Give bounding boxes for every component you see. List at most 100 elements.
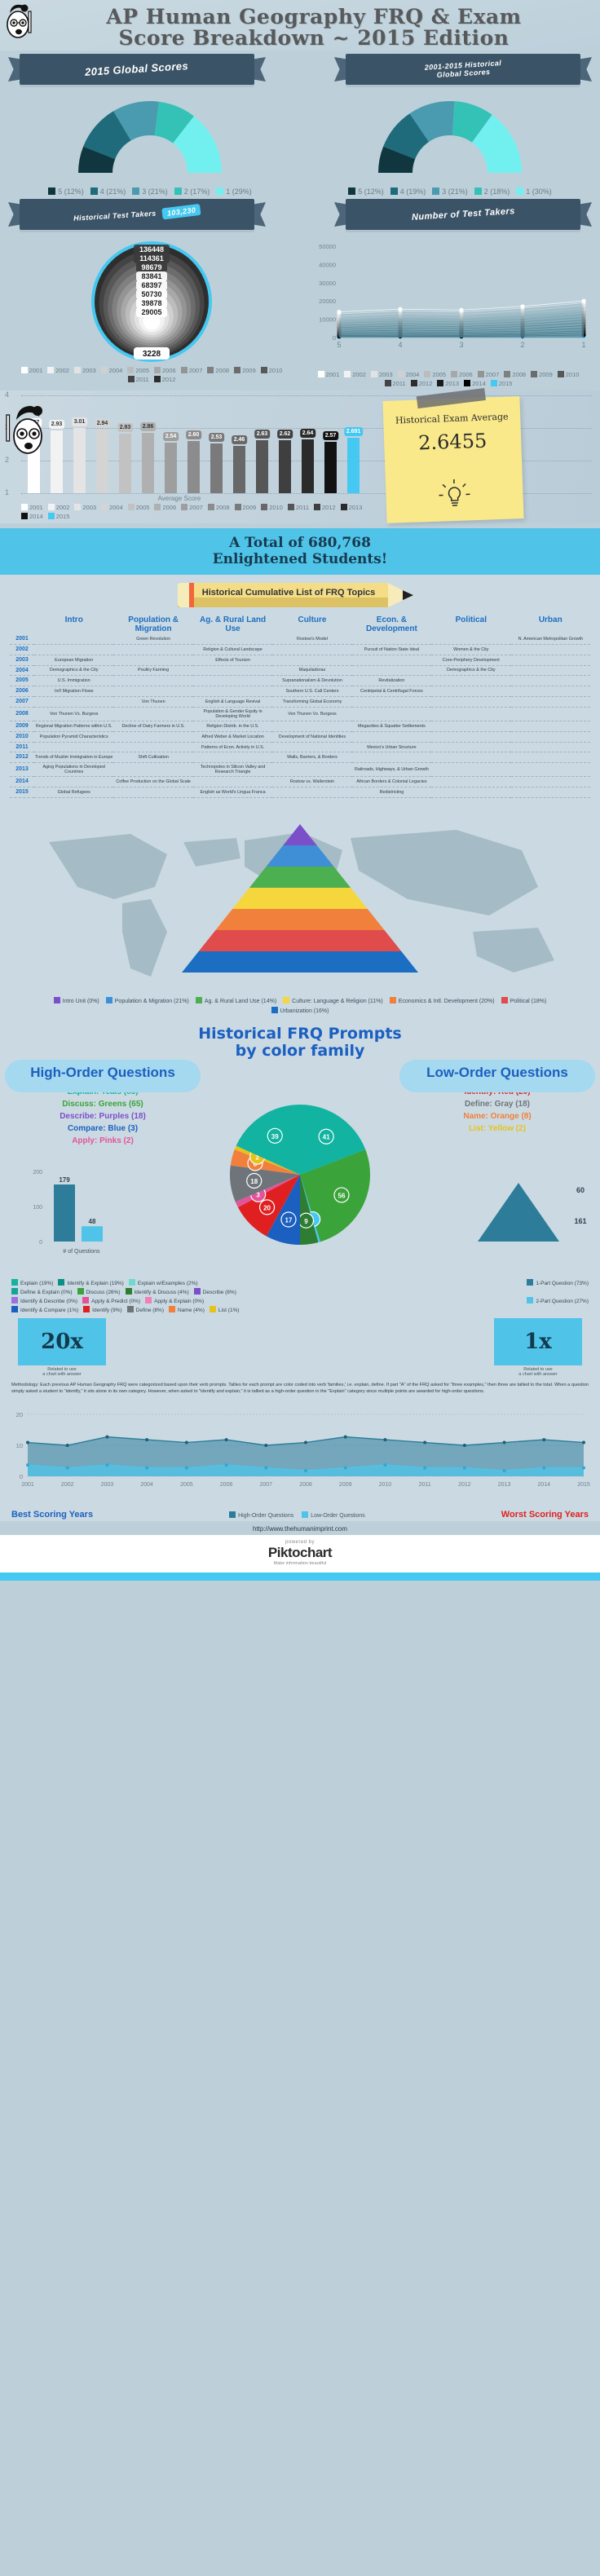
grid-line — [21, 395, 592, 396]
ribbon-body — [346, 199, 580, 230]
bar-fill — [96, 430, 108, 493]
pie-legend-right: 1-Part Question (73%) 2-Part Question (27… — [466, 1278, 589, 1313]
table-row: 2012 Trends of Muslim Immigration in Euro… — [10, 752, 590, 764]
bar-fill — [51, 430, 63, 493]
bottom-legend-item: High-Order Questions — [229, 1511, 293, 1519]
donut-2015-block: 5 (12%) 4 (21%) 3 (21%) 2 (17%) 1 (29%) — [8, 91, 292, 196]
banner-number-of-test-takers: Number of Test Takers — [334, 196, 592, 233]
frq-year-cell: 2009 — [10, 721, 34, 732]
multiplier-left-caption: Related to use a chart with answer — [42, 1366, 82, 1378]
svg-text:2002: 2002 — [61, 1482, 74, 1488]
frq-topic-cell: English & Language Revival — [192, 696, 273, 708]
year-legend-item: 2005 — [424, 371, 446, 378]
frq-topic-cell — [34, 742, 114, 753]
frq-topic-cell: Patterns of Econ. Activity in U.S. — [192, 742, 273, 753]
year-legend-item: 2003 — [73, 367, 96, 374]
svg-text:29005: 29005 — [141, 308, 161, 316]
svg-text:3228: 3228 — [143, 350, 161, 359]
bar-fill — [73, 427, 86, 493]
section-bottom-area-chart: 20 10 0 2001 2002 2003 2004 2005 2006 2007 2008 200… — [0, 1401, 600, 1522]
concentric-circles-col: 136448 114361 98679 83841 68397 50730 39878 290… — [7, 235, 297, 387]
year-legend-item: 2007 — [180, 367, 202, 374]
svg-text:2013: 2013 — [498, 1482, 511, 1488]
svg-text:48: 48 — [89, 1218, 96, 1225]
bar-fill — [302, 439, 314, 493]
frq-topic-cell — [351, 665, 432, 677]
frq-topic-cell — [272, 644, 352, 655]
donut-charts-row: 5 (12%) 4 (21%) 3 (21%) 2 (17%) 1 (29%) 5 (1… — [0, 88, 600, 196]
svg-text:2008: 2008 — [299, 1482, 312, 1488]
pie-legend-item: Apply & Predict (0%) — [82, 1296, 140, 1304]
pyramid-legend-item: Urbanization (16%) — [271, 1007, 329, 1014]
svg-text:3: 3 — [256, 1192, 260, 1199]
multiplier-row: 20x Related to use a chart with answer 1x… — [0, 1313, 600, 1378]
bar-value-label: 3.01 — [71, 417, 88, 426]
svg-text:2: 2 — [255, 1153, 259, 1161]
legend-item: 1 (30%) — [516, 187, 552, 196]
pie-legend-item: 2-Part Question (27%) — [527, 1296, 589, 1313]
legend-item: 2 (18%) — [474, 187, 510, 196]
pie-legend-item: Identify & Explain (19%) — [58, 1278, 124, 1286]
svg-text:30000: 30000 — [319, 280, 336, 287]
pie-legend-item: Identify & Discuss (4%) — [125, 1287, 189, 1295]
table-row: 2006 Int'l Migration Flows Southern U.S. C… — [10, 686, 590, 698]
prompts-pie-chart: 41561917203188239200100017948# of Questi… — [33, 1104, 587, 1255]
frq-topic-cell — [431, 686, 511, 698]
bar: 2.53 — [208, 432, 225, 493]
pie-legend-item: Identify (9%) — [83, 1305, 122, 1313]
bar: 3.01 — [71, 417, 88, 493]
frq-topic-cell — [431, 787, 511, 799]
year-legend-item: 2010 — [260, 367, 282, 374]
frq-col-header: Culture — [298, 615, 327, 625]
powered-by-label: powered by — [285, 1540, 315, 1546]
year-legend-item: 2014 — [21, 513, 43, 520]
frq-topic-cell — [351, 696, 432, 708]
svg-text:2012: 2012 — [458, 1482, 471, 1488]
table-row: 2013 Aging Populations in Developed Count… — [10, 762, 590, 778]
svg-text:0: 0 — [333, 334, 336, 342]
year-legend-item: 2001 — [20, 367, 42, 374]
table-row: 2007 Von Thunen English & Language Revival… — [10, 696, 590, 708]
verb-item: Apply: Pinks (2) — [72, 1136, 134, 1145]
frq-topic-cell: European Migration — [34, 655, 114, 666]
frq-topic-cell: Railroads, Highways, & Urban Growth — [351, 762, 432, 778]
donut-2015-legend: 5 (12%) 4 (21%) 3 (21%) 2 (17%) 1 (29%) — [8, 187, 292, 196]
pencil-body-shadow — [178, 598, 388, 608]
frq-topic-cell: Decline of Dairy Farmers in U.S. — [113, 721, 193, 732]
frq-year-cell: 2004 — [10, 665, 34, 677]
svg-text:161: 161 — [574, 1217, 586, 1225]
bar-value-label: 2.691 — [343, 427, 364, 437]
frq-topic-cell — [510, 731, 590, 743]
frq-topic-cell: Int'l Migration Flows — [34, 686, 114, 698]
year-legend-item: 2009 — [234, 367, 256, 374]
svg-text:2009: 2009 — [339, 1482, 352, 1488]
line-year-legend: 2001 2002 2003 2004 2005 2006 2007 2008 2009 2010… — [303, 371, 593, 387]
pie-legends-row: Explain (19%) Identify & Explain (19%) Exp… — [0, 1278, 600, 1313]
source-url[interactable]: http://www.thehumanimprint.com — [0, 1521, 600, 1536]
pie-legend-item: Define & Explain (0%) — [11, 1287, 73, 1295]
frq-topic-cell — [192, 776, 273, 788]
frq-topic-cell — [510, 644, 590, 655]
total-students-banner: A Total of 680,768 Enlightened Students! — [0, 528, 600, 576]
pyramid-legend-item: Ag. & Rural Land Use (14%) — [195, 997, 276, 1004]
teacher-mascot-icon — [3, 3, 36, 42]
table-row: 2015 Global Refugees English as World's Li… — [10, 787, 590, 799]
footer-accent-bar — [0, 1573, 600, 1581]
frq-topic-cell: Development of National Identities — [272, 731, 352, 743]
frq-topic-cell: Aging Populations in Developed Countries — [34, 762, 114, 778]
year-legend-item: 2007 — [477, 371, 499, 378]
frq-topic-cell — [431, 762, 511, 778]
year-legend-item: 2011 — [384, 380, 406, 387]
table-row: 2005 U.S. Immigration Supranationalism & D… — [10, 675, 590, 687]
year-legend-item: 2012 — [153, 376, 175, 383]
frq-year-cell: 2002 — [10, 644, 34, 655]
svg-text:2007: 2007 — [259, 1482, 272, 1488]
sticky-note-historical-average: Historical Exam Average 2.6455 — [382, 387, 524, 523]
bar: 2.83 — [117, 422, 134, 493]
bar: 2.46 — [231, 434, 248, 493]
svg-text:17: 17 — [285, 1216, 293, 1224]
frq-topic-cell: Maquiladoras — [272, 665, 352, 677]
sticky-value: 2.6455 — [417, 429, 488, 455]
svg-text:10: 10 — [16, 1442, 23, 1449]
pencil-eraser — [178, 583, 189, 608]
